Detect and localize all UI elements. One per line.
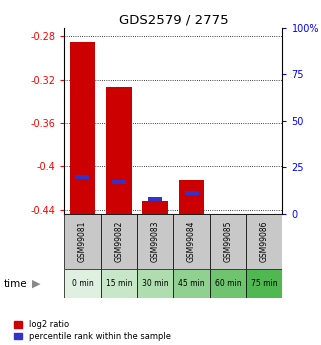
Bar xyxy=(75,175,89,179)
Text: GSM99084: GSM99084 xyxy=(187,221,196,262)
Title: GDS2579 / 2775: GDS2579 / 2775 xyxy=(118,13,228,27)
Text: time: time xyxy=(3,279,27,289)
Bar xyxy=(210,214,246,269)
Text: GSM99083: GSM99083 xyxy=(151,221,160,262)
Text: 45 min: 45 min xyxy=(178,279,205,288)
Legend: log2 ratio, percentile rank within the sample: log2 ratio, percentile rank within the s… xyxy=(14,321,171,341)
Bar xyxy=(148,197,162,201)
Bar xyxy=(112,180,126,184)
Text: 60 min: 60 min xyxy=(215,279,241,288)
Text: 15 min: 15 min xyxy=(106,279,132,288)
Bar xyxy=(210,269,246,298)
Text: GSM99081: GSM99081 xyxy=(78,221,87,262)
Bar xyxy=(173,269,210,298)
Bar xyxy=(173,214,210,269)
Bar xyxy=(64,214,100,269)
Text: ▶: ▶ xyxy=(32,279,40,289)
Bar xyxy=(185,191,198,196)
Text: 0 min: 0 min xyxy=(72,279,93,288)
Bar xyxy=(137,214,173,269)
Text: GSM99086: GSM99086 xyxy=(260,221,269,262)
Bar xyxy=(70,42,95,214)
Bar xyxy=(64,269,100,298)
Bar xyxy=(246,214,282,269)
Text: 30 min: 30 min xyxy=(142,279,169,288)
Bar xyxy=(100,214,137,269)
Bar xyxy=(137,269,173,298)
Bar xyxy=(100,269,137,298)
Bar xyxy=(246,269,282,298)
Bar xyxy=(143,201,168,214)
Text: GSM99082: GSM99082 xyxy=(114,221,123,262)
Text: GSM99085: GSM99085 xyxy=(223,221,232,262)
Bar xyxy=(179,180,204,214)
Text: 75 min: 75 min xyxy=(251,279,278,288)
Bar xyxy=(106,87,132,214)
